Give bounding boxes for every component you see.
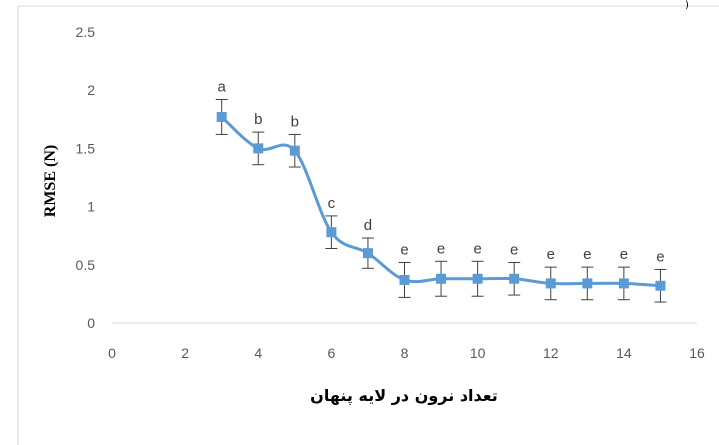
data-point (326, 227, 337, 238)
y-tick-label: 0 (87, 315, 95, 331)
significance-label: e (473, 240, 481, 257)
significance-label: b (291, 113, 299, 130)
x-tick-label: 0 (108, 345, 116, 361)
data-point (472, 273, 483, 284)
data-point (289, 145, 300, 156)
significance-label: e (400, 241, 408, 258)
x-axis-label: تعداد نرون در لایه پنهان (310, 386, 498, 406)
significance-label: e (583, 246, 591, 263)
y-tick-label: 1.5 (76, 140, 96, 156)
significance-label: e (620, 246, 628, 263)
y-tick-label: 2.5 (76, 24, 96, 40)
y-tick-label: 0.5 (76, 257, 96, 273)
x-tick-label: 10 (470, 345, 486, 361)
data-point (399, 274, 410, 285)
data-point (362, 248, 373, 259)
significance-label: e (510, 241, 518, 258)
x-tick-label: 14 (616, 345, 632, 361)
data-point (216, 111, 227, 122)
x-tick-label: 4 (254, 345, 262, 361)
y-axis-label: RMSE (N) (42, 145, 59, 217)
data-point (545, 278, 556, 289)
chart-frame (17, 5, 719, 445)
data-point (582, 278, 593, 289)
significance-label: e (656, 248, 664, 265)
significance-label: e (437, 240, 445, 257)
significance-label: d (364, 217, 372, 234)
data-point (618, 278, 629, 289)
significance-label: e (547, 246, 555, 263)
significance-label: a (218, 79, 227, 96)
series-line (220, 115, 661, 288)
x-tick-label: 16 (689, 345, 705, 361)
corner-text: ) (685, 0, 689, 11)
data-point (253, 143, 264, 154)
data-point (655, 280, 666, 291)
x-tick-label: 8 (401, 345, 409, 361)
chart-marks: a b b c d e e e e e e e e (215, 79, 667, 303)
data-point (509, 273, 520, 284)
significance-label: b (254, 111, 262, 128)
significance-label: c (328, 195, 336, 212)
x-tick-label: 2 (181, 345, 189, 361)
chart-axes: 0 0.5 1 1.5 2 2.5 0 2 4 6 8 10 12 14 16 (76, 24, 705, 361)
y-tick-label: 1 (87, 199, 95, 215)
x-tick-label: 6 (327, 345, 335, 361)
x-tick-label: 12 (543, 345, 559, 361)
data-point (436, 273, 447, 284)
y-tick-label: 2 (87, 82, 95, 98)
